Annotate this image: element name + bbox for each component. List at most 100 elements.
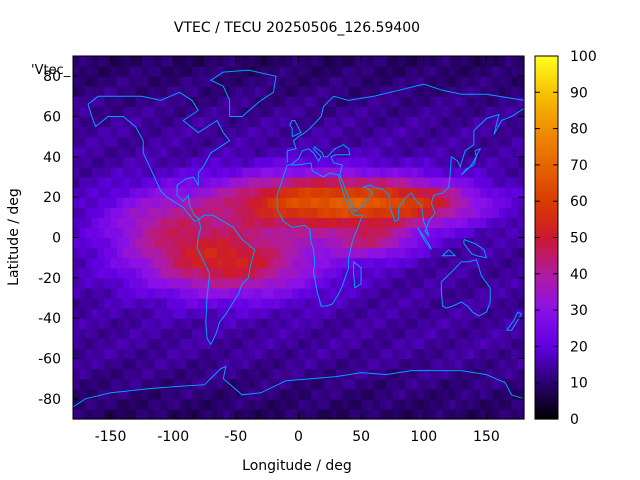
heatmap-cell <box>492 86 500 97</box>
heatmap-cell <box>442 177 450 188</box>
heatmap-cell <box>379 166 387 178</box>
heatmap-cell <box>135 287 143 299</box>
colorbar-tick-label: 70 <box>570 158 588 174</box>
heatmap-cell <box>198 308 206 319</box>
heatmap-cell <box>417 187 425 198</box>
colorbar-band <box>535 158 558 163</box>
heatmap-cell <box>123 106 130 118</box>
heatmap-cell <box>392 277 400 289</box>
heatmap-cell <box>361 66 368 77</box>
heatmap-cell <box>398 76 406 87</box>
heatmap-cell <box>116 398 124 410</box>
heatmap-cell <box>423 247 431 259</box>
heatmap-cell <box>417 368 425 380</box>
heatmap-cell <box>404 227 412 239</box>
heatmap-cell <box>492 358 500 370</box>
heatmap-cell <box>436 408 444 420</box>
heatmap-cell <box>141 338 149 350</box>
heatmap-cell <box>461 277 469 289</box>
heatmap-cell <box>116 308 124 319</box>
heatmap-cell <box>116 56 124 67</box>
heatmap-cell <box>317 237 325 249</box>
heatmap-cell <box>260 116 268 128</box>
heatmap-cell <box>248 398 256 410</box>
heatmap-cell <box>430 398 437 410</box>
heatmap-cell <box>267 96 275 108</box>
heatmap-cell <box>73 368 80 380</box>
heatmap-cell <box>517 116 525 128</box>
heatmap-cell <box>455 237 462 249</box>
heatmap-cell <box>292 197 300 208</box>
heatmap-cell <box>442 66 450 77</box>
heatmap-cell <box>110 237 118 249</box>
heatmap-cell <box>116 348 124 360</box>
heatmap-cell <box>348 318 356 329</box>
heatmap-cell <box>386 56 394 67</box>
colorbar-band <box>535 252 558 257</box>
heatmap-cell <box>267 116 275 128</box>
heatmap-cell <box>473 116 481 128</box>
heatmap-cell <box>192 156 199 168</box>
heatmap-cell <box>511 76 519 87</box>
colorbar <box>535 56 558 420</box>
heatmap-cell <box>279 277 287 289</box>
heatmap-cell <box>242 106 249 118</box>
heatmap-cell <box>467 277 475 289</box>
heatmap-cell <box>323 207 331 218</box>
heatmap-cell <box>423 338 431 350</box>
heatmap-cell <box>505 378 513 390</box>
heatmap-cell <box>367 277 375 289</box>
heatmap-cell <box>135 338 143 350</box>
heatmap-cell <box>123 237 130 249</box>
heatmap-cell <box>492 177 500 188</box>
heatmap-cell <box>73 136 80 148</box>
heatmap-cell <box>91 328 99 339</box>
heatmap-cell <box>192 96 199 108</box>
heatmap-cell <box>379 338 387 350</box>
heatmap-cell <box>411 338 419 350</box>
heatmap-cell <box>160 388 168 400</box>
heatmap-cell <box>285 398 293 410</box>
heatmap-cell <box>229 177 237 188</box>
heatmap-cell <box>373 76 381 87</box>
heatmap-cell <box>392 56 400 67</box>
heatmap-cell <box>505 348 513 360</box>
heatmap-cell <box>173 287 181 299</box>
heatmap-cell <box>517 388 525 400</box>
heatmap-cell <box>448 66 456 77</box>
heatmap-cell <box>292 227 300 239</box>
heatmap-cell <box>185 227 193 239</box>
colorbar-tick-label: 10 <box>570 376 588 392</box>
x-tick-label: -150 <box>95 429 127 445</box>
heatmap-cell <box>217 126 224 138</box>
heatmap-cell <box>279 207 287 218</box>
heatmap-cell <box>217 217 224 229</box>
heatmap-cell <box>455 86 462 97</box>
heatmap-cell <box>91 267 99 279</box>
heatmap-cell <box>417 136 425 148</box>
heatmap-cell <box>73 116 80 128</box>
heatmap-cell <box>123 56 130 67</box>
heatmap-cell <box>455 227 462 239</box>
colorbar-band <box>535 267 558 272</box>
heatmap-cell <box>486 197 494 208</box>
heatmap-cell <box>461 76 469 87</box>
heatmap-cell <box>73 177 80 188</box>
heatmap-cell <box>379 56 387 67</box>
heatmap-cell <box>217 187 224 198</box>
heatmap-cell <box>254 267 262 279</box>
heatmap-cell <box>486 217 494 229</box>
heatmap-cell <box>98 388 105 400</box>
heatmap-cell <box>461 298 469 309</box>
colorbar-band <box>535 113 558 118</box>
heatmap-cell <box>304 66 312 77</box>
colorbar-band <box>535 195 558 199</box>
heatmap-cell <box>417 398 425 410</box>
heatmap-cell <box>166 156 174 168</box>
heatmap-cell <box>467 146 475 158</box>
heatmap-cell <box>404 56 412 67</box>
heatmap-cell <box>442 308 450 319</box>
heatmap-cell <box>304 146 312 158</box>
heatmap-cell <box>73 308 80 319</box>
colorbar-band <box>535 264 558 269</box>
